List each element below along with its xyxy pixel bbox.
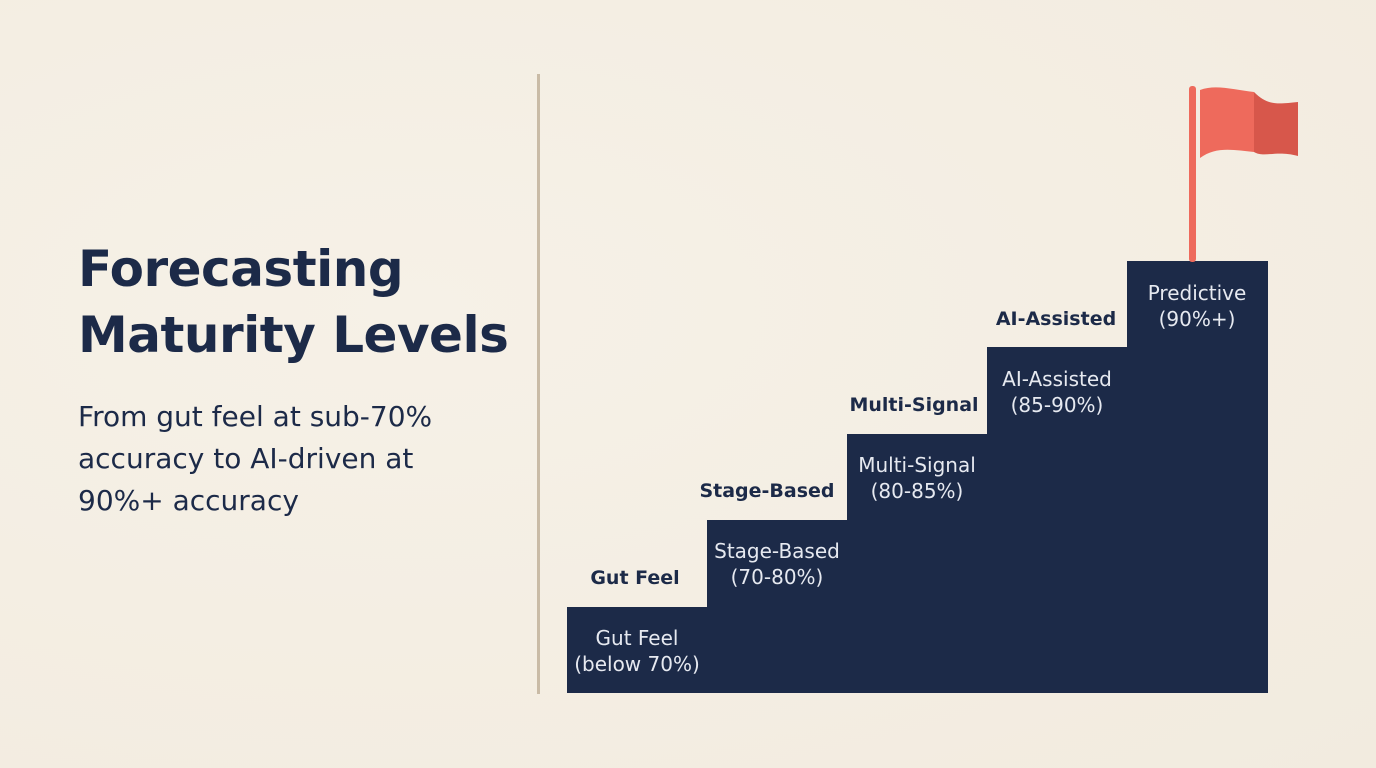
step-text-stage-based: Stage-Based (70-80%) bbox=[707, 538, 847, 590]
step-gut-feel bbox=[567, 607, 708, 693]
step-text-gut-feel: Gut Feel (below 70%) bbox=[567, 625, 707, 677]
step-range: (below 70%) bbox=[574, 652, 700, 676]
step-text-predictive: Predictive (90%+) bbox=[1127, 280, 1267, 332]
step-name: Stage-Based bbox=[714, 539, 840, 563]
step-multi-signal bbox=[847, 434, 988, 693]
step-name: Gut Feel bbox=[595, 626, 679, 650]
flag-icon bbox=[1189, 86, 1298, 262]
step-label-ai-assisted: AI-Assisted bbox=[995, 308, 1117, 330]
step-stage-based bbox=[707, 520, 848, 693]
step-text-ai-assisted: AI-Assisted (85-90%) bbox=[987, 366, 1127, 418]
step-text-multi-signal: Multi-Signal (80-85%) bbox=[847, 452, 987, 504]
step-range: (80-85%) bbox=[870, 479, 964, 503]
step-range: (85-90%) bbox=[1010, 393, 1104, 417]
step-name: Multi-Signal bbox=[858, 453, 976, 477]
step-label-gut-feel: Gut Feel bbox=[590, 567, 680, 589]
step-name: AI-Assisted bbox=[1002, 367, 1112, 391]
step-label-multi-signal: Multi-Signal bbox=[849, 394, 979, 416]
step-range: (70-80%) bbox=[730, 565, 824, 589]
vertical-divider bbox=[537, 74, 540, 694]
subtitle-line-2: accuracy to AI-driven at bbox=[78, 442, 414, 475]
page-title: Forecasting Maturity Levels bbox=[78, 236, 518, 368]
step-name: Predictive bbox=[1147, 281, 1247, 305]
title-line-1: Forecasting bbox=[78, 240, 404, 298]
step-ai-assisted bbox=[987, 347, 1128, 693]
title-line-2: Maturity Levels bbox=[78, 306, 509, 364]
step-range: (90%+) bbox=[1158, 307, 1236, 331]
subtitle-line-3: 90%+ accuracy bbox=[78, 484, 299, 517]
step-predictive bbox=[1127, 261, 1268, 693]
subtitle-line-1: From gut feel at sub-70% bbox=[78, 400, 433, 433]
step-label-stage-based: Stage-Based bbox=[699, 480, 835, 502]
subtitle: From gut feel at sub-70% accuracy to AI-… bbox=[78, 396, 498, 522]
